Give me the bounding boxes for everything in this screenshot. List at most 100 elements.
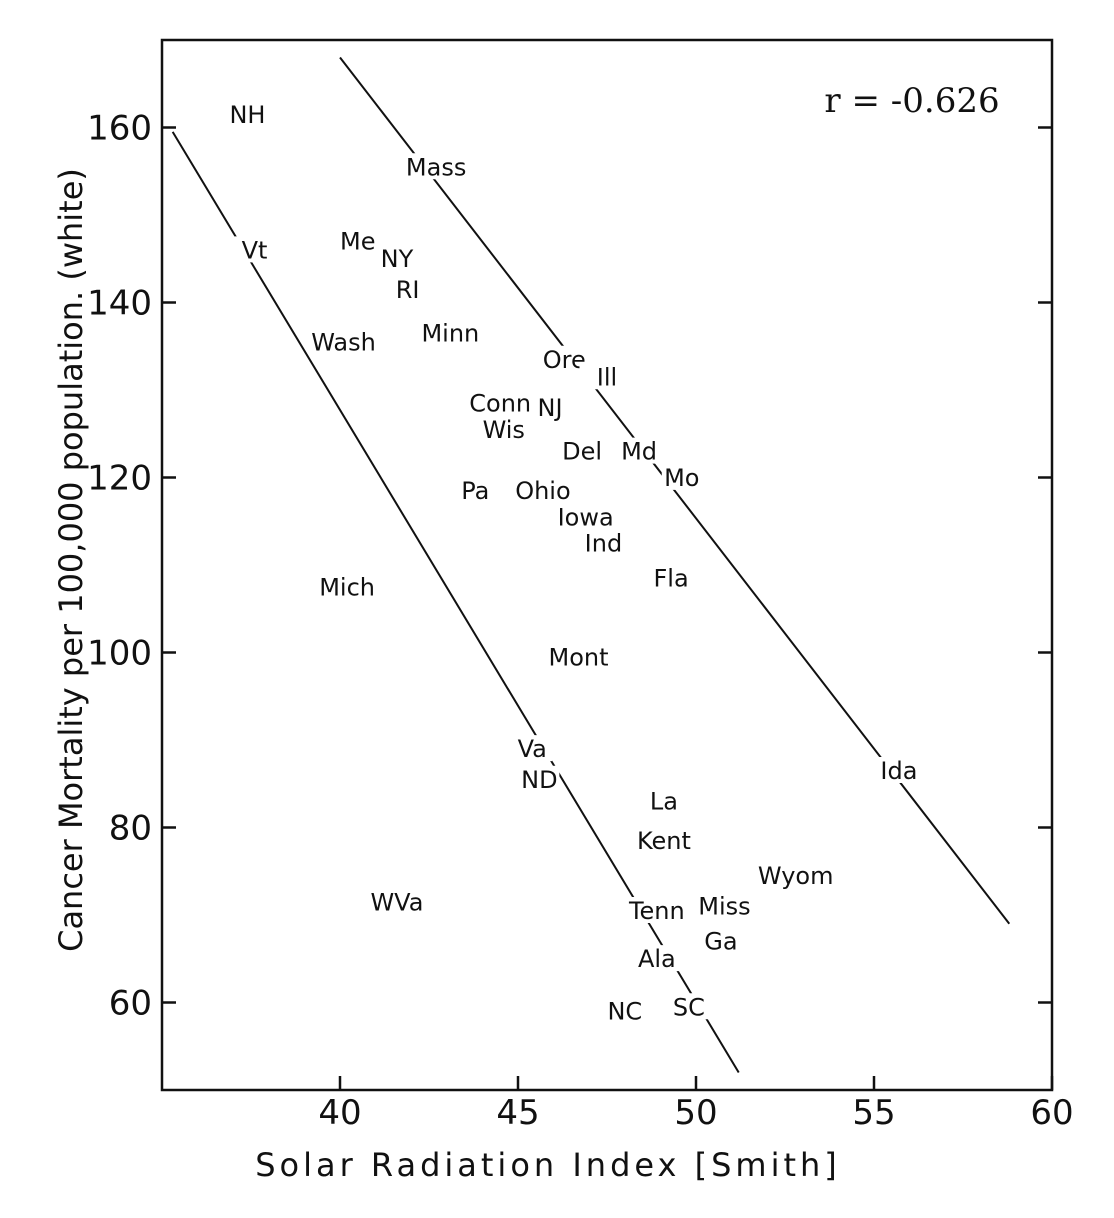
point-label: SC [673, 993, 705, 1021]
point-label: Iowa [558, 503, 614, 531]
point-ill: Ill [579, 363, 635, 391]
point-label: WVa [370, 888, 423, 916]
point-label-bg [507, 477, 578, 503]
point-label: NH [229, 101, 265, 129]
point-label-bg [604, 997, 645, 1024]
point-label: Conn [469, 390, 531, 418]
point-label-bg [628, 827, 699, 853]
point-label: Mass [406, 153, 466, 181]
point-label: Fla [653, 565, 688, 593]
point-label: NY [381, 245, 414, 273]
point-label-bg [668, 993, 709, 1020]
point-label: Va [518, 735, 547, 763]
x-axis: 40 45 50 55 60 [318, 1076, 1074, 1133]
y-axis-label: Cancer Mortality per 100,000 population.… [52, 168, 90, 952]
point-label-bg [760, 862, 831, 888]
point-label: La [650, 788, 678, 816]
point-wis: Wis [476, 415, 532, 444]
point-fla: Fla [643, 564, 699, 593]
point-mass: Mass [401, 153, 472, 181]
point-ga: Ga [700, 927, 741, 956]
point-mont: Mont [543, 643, 614, 671]
point-me: Me [337, 227, 378, 256]
boundary-line-1 [171, 131, 740, 1074]
point-label-bg [700, 927, 741, 954]
point-label-bg [465, 389, 536, 416]
point-ind: Ind [575, 529, 631, 558]
point-label-bg [579, 363, 635, 390]
point-label-bg [227, 100, 268, 127]
point-miss: Miss [689, 892, 760, 921]
point-ri: RI [387, 275, 428, 304]
point-label-bg [376, 245, 417, 272]
y-tick-label: 100 [87, 634, 152, 674]
point-wash: Wash [308, 328, 379, 356]
point-wyom: Wyom [758, 862, 834, 890]
point-label: Vt [242, 236, 268, 264]
point-label-bg [337, 227, 378, 254]
point-ala: Ala [629, 945, 685, 973]
y-tick-label: 120 [87, 459, 152, 499]
point-label: Me [340, 228, 375, 256]
point-label-bg [401, 153, 472, 180]
point-label: Md [621, 438, 657, 466]
point-mich: Mich [312, 573, 383, 601]
point-label: Ind [585, 530, 623, 558]
boundary-lines [171, 56, 1011, 1074]
point-label: NC [607, 998, 642, 1026]
point-label: Ga [704, 928, 737, 956]
point-label-bg [629, 945, 685, 972]
point-md: Md [619, 437, 660, 466]
point-sc: SC [668, 993, 709, 1021]
point-ida: Ida [871, 757, 927, 785]
point-wva: WVa [369, 888, 425, 916]
point-label-bg [661, 463, 702, 490]
x-tick-label: 50 [674, 1093, 717, 1133]
point-label-bg [643, 787, 684, 814]
point-del: Del [554, 437, 610, 466]
x-axis-label: Solar Radiation Index [Smith] [255, 1146, 841, 1184]
point-label-bg [519, 765, 560, 792]
point-label: Del [562, 438, 602, 466]
point-label: Ill [597, 363, 617, 391]
point-label: Miss [698, 893, 750, 921]
x-tick-label: 60 [1030, 1093, 1073, 1133]
point-label-bg [476, 415, 532, 442]
point-label: Wyom [758, 862, 834, 890]
point-label-bg [689, 892, 760, 919]
y-tick-label: 140 [87, 284, 152, 324]
point-label-bg [387, 275, 428, 302]
point-label-bg [312, 573, 383, 600]
point-label-bg [619, 437, 660, 464]
point-label: Kent [637, 827, 691, 855]
point-label: Ohio [515, 477, 570, 505]
point-mo: Mo [661, 463, 702, 492]
point-label-bg [234, 236, 275, 263]
point-label: Ala [638, 945, 676, 973]
point-label: RI [396, 276, 420, 304]
point-label-bg [575, 529, 631, 556]
point-label-bg [543, 643, 614, 670]
y-axis: 60 80 100 120 140 160 [87, 109, 1052, 1024]
point-label-bg [643, 564, 699, 591]
y-tick-label: 160 [87, 109, 152, 149]
point-pa: Pa [455, 477, 496, 505]
point-nc: NC [604, 997, 645, 1026]
point-label-bg [415, 319, 486, 346]
x-tick-label: 45 [496, 1093, 539, 1133]
point-label: Mo [664, 464, 699, 492]
point-label: Pa [461, 477, 489, 505]
point-label-bg [871, 757, 927, 783]
point-nh: NH [227, 100, 268, 129]
point-minn: Minn [415, 319, 486, 348]
point-label: Mont [549, 643, 609, 671]
point-va: Va [512, 735, 553, 763]
point-label: Ida [880, 757, 917, 785]
point-ohio: Ohio [507, 477, 578, 505]
point-tenn: Tenn [621, 897, 692, 925]
point-vt: Vt [234, 236, 275, 264]
y-tick-label: 80 [109, 809, 152, 849]
point-label: Tenn [628, 897, 685, 925]
point-label-bg [530, 393, 571, 420]
point-label: Wash [311, 328, 376, 356]
